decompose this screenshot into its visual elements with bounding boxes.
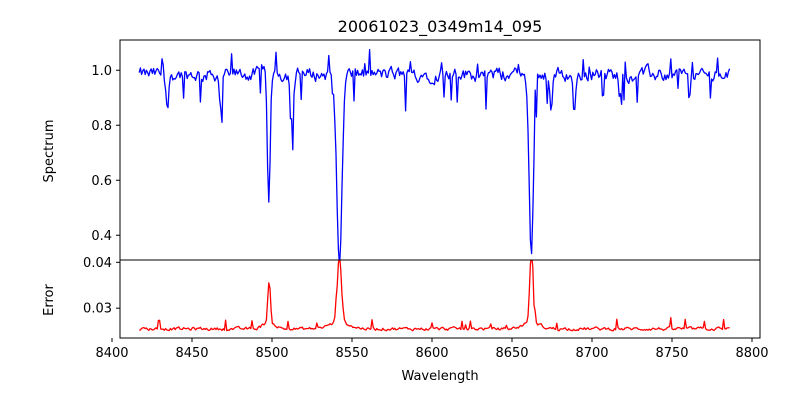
error-panel: 0.03 0.04 8400 8450 8500 8550 8600 8650 8700 875… (42, 256, 769, 384)
error-line (139, 260, 730, 332)
xtick-label: 8650 (495, 346, 528, 361)
error-x-ticks: 8400 8450 8500 8550 8600 8650 8700 8750 8800 (95, 338, 769, 361)
error-ylabel: Error (42, 284, 57, 316)
spectrum-ylabel: Spectrum (42, 120, 57, 183)
xtick-label: 8400 (95, 346, 128, 361)
spectrum-ytick-label: 1.0 (91, 64, 112, 79)
error-ytick-label: 0.04 (83, 256, 112, 271)
error-ytick-label: 0.03 (83, 302, 112, 317)
xtick-label: 8450 (175, 346, 208, 361)
xtick-label: 8500 (255, 346, 288, 361)
xtick-label: 8700 (575, 346, 608, 361)
error-axes-frame (119, 259, 761, 339)
chart-title: 20061023_0349m14_095 (338, 17, 543, 37)
error-y-ticks: 0.03 0.04 (83, 256, 120, 317)
spectrum-ytick-label: 0.6 (91, 174, 112, 189)
xtick-label: 8600 (415, 346, 448, 361)
x-axis-label: Wavelength (401, 369, 478, 384)
spectrum-ytick-label: 0.4 (91, 229, 112, 244)
xtick-label: 8550 (335, 346, 368, 361)
spectrum-y-ticks: 0.4 0.6 0.8 1.0 (91, 64, 120, 244)
spectrum-line (138, 48, 731, 260)
xtick-label: 8800 (735, 346, 768, 361)
xtick-label: 8750 (655, 346, 688, 361)
spectrum-ytick-label: 0.8 (91, 119, 112, 134)
